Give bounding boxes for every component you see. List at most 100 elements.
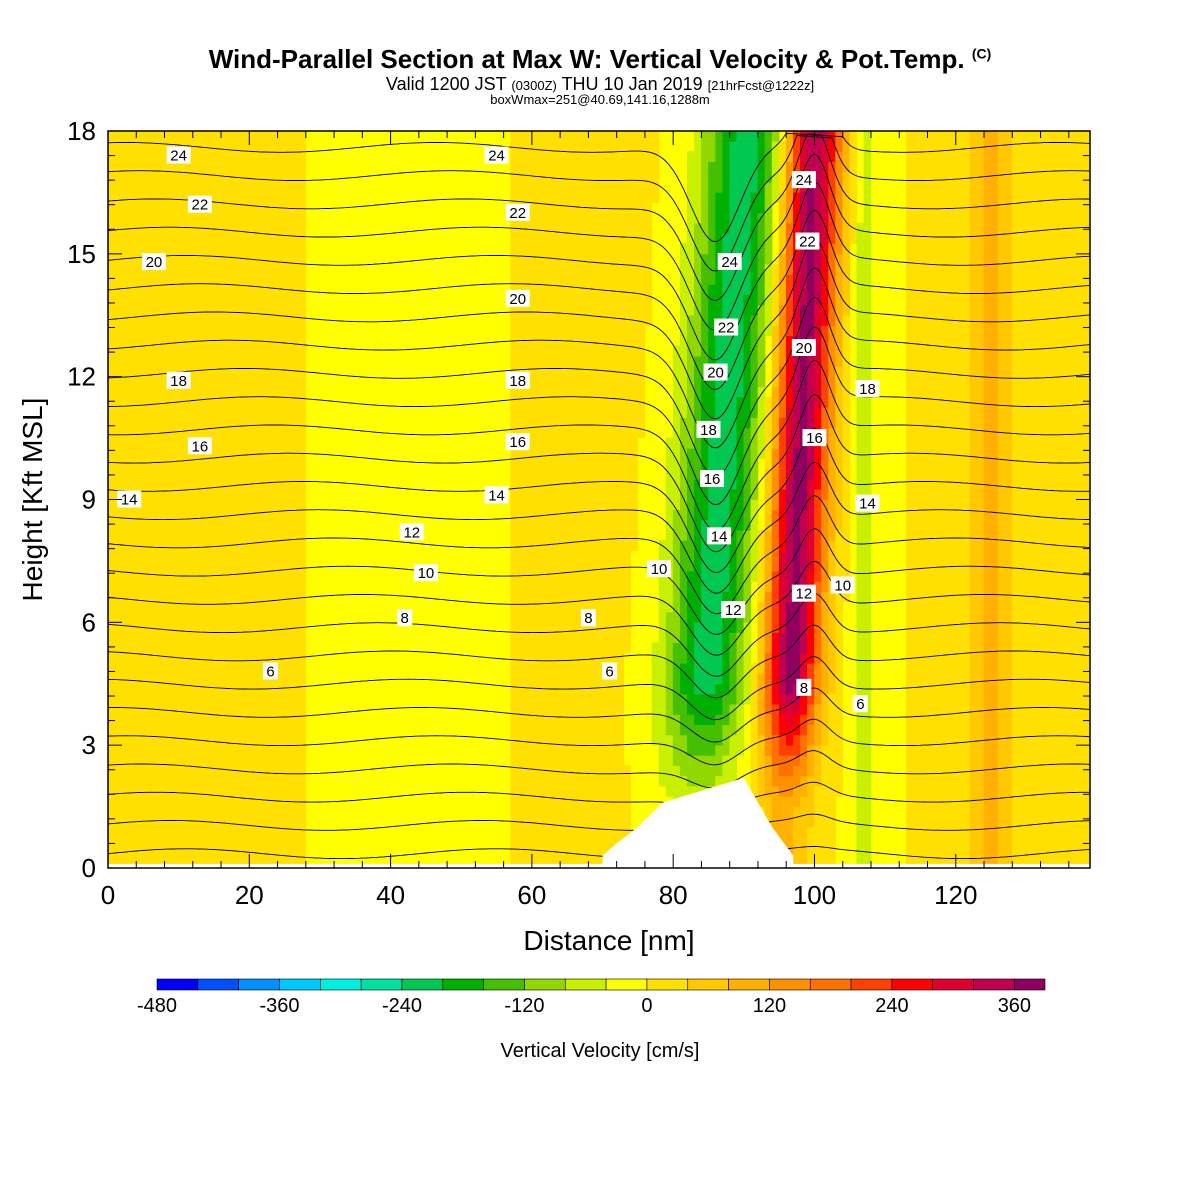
velocity-cell bbox=[199, 806, 208, 818]
velocity-cell bbox=[814, 202, 822, 214]
velocity-cell bbox=[658, 591, 667, 603]
velocity-cell bbox=[517, 140, 526, 152]
velocity-cell bbox=[566, 212, 575, 224]
velocity-cell bbox=[566, 376, 575, 388]
velocity-cell bbox=[227, 151, 236, 163]
velocity-cell bbox=[114, 202, 123, 214]
velocity-cell bbox=[256, 325, 264, 337]
velocity-cell bbox=[679, 284, 688, 296]
velocity-cell bbox=[213, 529, 222, 541]
velocity-cell bbox=[545, 151, 554, 163]
velocity-cell bbox=[609, 314, 617, 326]
velocity-cell bbox=[524, 509, 533, 521]
velocity-cell bbox=[248, 161, 257, 173]
velocity-cell bbox=[107, 673, 116, 685]
velocity-cell bbox=[114, 407, 123, 418]
velocity-cell bbox=[828, 734, 836, 746]
velocity-cell bbox=[150, 775, 158, 787]
velocity-cell bbox=[128, 857, 137, 869]
velocity-cell bbox=[178, 161, 187, 173]
velocity-cell bbox=[284, 161, 292, 173]
velocity-cell bbox=[510, 468, 519, 480]
velocity-cell bbox=[694, 622, 702, 633]
velocity-cell bbox=[609, 826, 617, 838]
velocity-cell bbox=[234, 499, 243, 511]
velocity-cell bbox=[545, 611, 554, 623]
velocity-cell bbox=[192, 151, 201, 163]
velocity-cell bbox=[121, 775, 130, 787]
velocity-cell bbox=[722, 642, 730, 654]
velocity-cell bbox=[213, 632, 222, 644]
velocity-cell bbox=[623, 304, 632, 316]
velocity-cell bbox=[270, 263, 278, 275]
velocity-cell bbox=[764, 724, 773, 736]
velocity-cell bbox=[672, 386, 681, 398]
velocity-cell bbox=[757, 140, 766, 152]
velocity-cell bbox=[573, 263, 582, 275]
velocity-cell bbox=[270, 314, 278, 326]
velocity-cell bbox=[729, 591, 738, 603]
velocity-cell bbox=[213, 662, 222, 674]
velocity-cell bbox=[800, 611, 808, 623]
velocity-cell bbox=[531, 591, 540, 603]
velocity-cell bbox=[814, 181, 822, 193]
velocity-cell bbox=[581, 274, 589, 285]
velocity-cell bbox=[814, 642, 822, 654]
velocity-cell bbox=[679, 622, 688, 633]
velocity-cell bbox=[185, 325, 194, 337]
velocity-cell bbox=[213, 130, 222, 142]
velocity-cell bbox=[821, 703, 829, 715]
velocity-cell bbox=[157, 243, 165, 255]
velocity-cell bbox=[729, 355, 738, 367]
velocity-cell bbox=[602, 683, 610, 695]
velocity-cell bbox=[121, 529, 130, 541]
velocity-cell bbox=[128, 253, 137, 265]
velocity-cell bbox=[814, 581, 822, 592]
velocity-cell bbox=[672, 396, 681, 408]
velocity-cell bbox=[559, 755, 568, 766]
velocity-cell bbox=[573, 294, 582, 306]
velocity-cell bbox=[234, 560, 243, 572]
velocity-cell bbox=[135, 550, 144, 562]
velocity-cell bbox=[206, 284, 215, 296]
velocity-cell bbox=[263, 294, 271, 306]
velocity-cell bbox=[701, 212, 709, 224]
velocity-cell bbox=[701, 488, 709, 500]
velocity-cell bbox=[531, 826, 540, 838]
velocity-cell bbox=[256, 662, 264, 674]
velocity-cell bbox=[178, 396, 187, 408]
velocity-cell bbox=[164, 284, 172, 296]
velocity-cell bbox=[800, 847, 808, 859]
velocity-cell bbox=[517, 540, 526, 551]
velocity-cell bbox=[750, 366, 759, 377]
velocity-cell bbox=[736, 632, 745, 644]
velocity-cell bbox=[164, 294, 172, 306]
velocity-cell bbox=[227, 202, 236, 214]
velocity-cell bbox=[164, 816, 172, 828]
velocity-cell bbox=[616, 611, 625, 623]
velocity-cell bbox=[800, 488, 808, 500]
velocity-cell bbox=[785, 826, 794, 838]
velocity-cell bbox=[729, 714, 738, 725]
velocity-cell bbox=[729, 560, 738, 572]
velocity-cell bbox=[623, 581, 632, 592]
velocity-cell bbox=[164, 427, 172, 439]
velocity-cell bbox=[566, 345, 575, 357]
velocity-cell bbox=[679, 540, 688, 551]
velocity-cell bbox=[164, 622, 172, 633]
velocity-cell bbox=[157, 816, 165, 828]
velocity-cell bbox=[566, 427, 575, 439]
velocity-cell bbox=[764, 427, 773, 439]
velocity-cell bbox=[510, 407, 519, 418]
velocity-cell bbox=[715, 243, 723, 255]
velocity-cell bbox=[114, 437, 123, 449]
velocity-cell bbox=[510, 192, 519, 203]
velocity-cell bbox=[524, 417, 533, 429]
velocity-cell bbox=[510, 488, 519, 500]
velocity-cell bbox=[150, 386, 158, 398]
velocity-cell bbox=[715, 693, 723, 705]
velocity-cell bbox=[248, 386, 257, 398]
velocity-cell bbox=[623, 345, 632, 357]
velocity-cell bbox=[821, 601, 829, 613]
velocity-cell bbox=[764, 529, 773, 541]
